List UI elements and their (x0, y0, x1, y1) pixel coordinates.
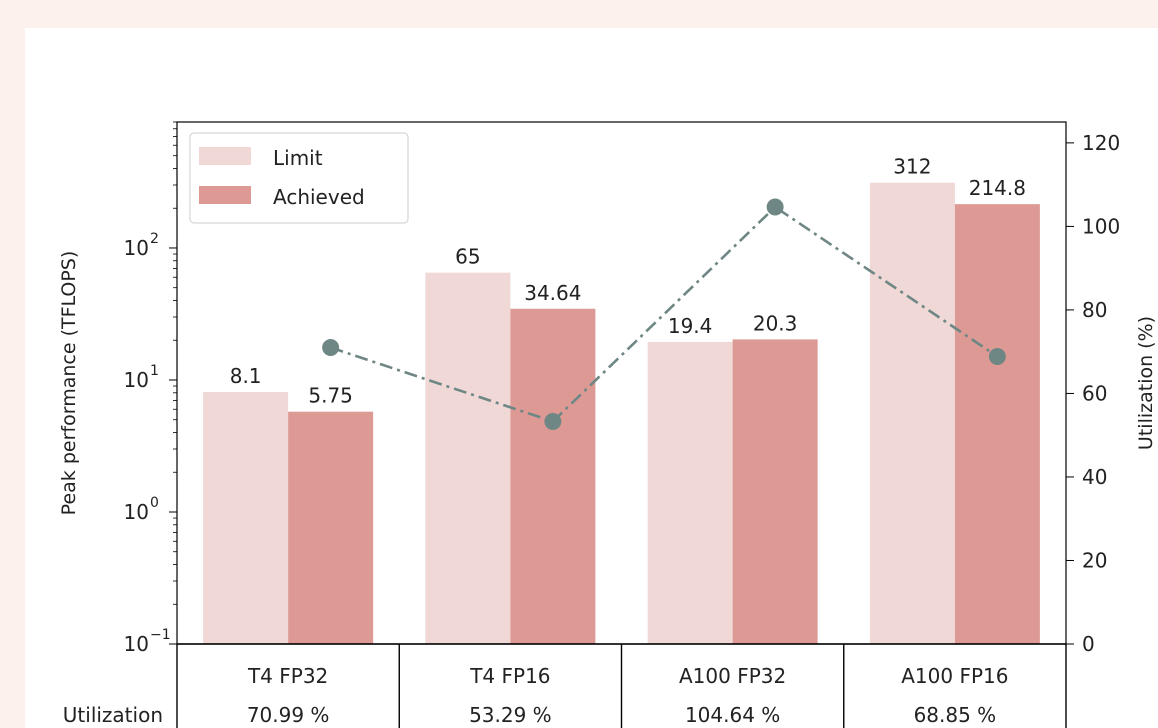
bar-limit-1 (425, 272, 511, 644)
legend-swatch-achieved (199, 186, 251, 204)
table-row-label: Utilization (63, 703, 163, 727)
y-axis-label: Peak performance (TFLOPS) (58, 251, 80, 516)
y2-axis: 0 20 40 60 80 100 120 (1066, 131, 1120, 656)
utilization-line-layer (322, 198, 1006, 430)
bar-label-achieved-2: 20.3 (753, 311, 798, 335)
table-header-2: A100 FP32 (679, 664, 786, 688)
bar-label-achieved-3: 214.8 (969, 176, 1026, 200)
legend-swatch-limit (199, 147, 251, 165)
bar-label-limit-2: 19.4 (668, 314, 713, 338)
bar-label-limit-1: 65 (455, 245, 480, 269)
bar-achieved-2 (732, 339, 818, 644)
y2-tick-label-5: 100 (1082, 214, 1120, 238)
bar-limit-3 (869, 182, 955, 644)
y-tick-exponent-2: 1 (150, 363, 159, 379)
table-header-3: A100 FP16 (901, 664, 1008, 688)
bar-label-limit-3: 312 (893, 155, 931, 179)
y-tick-exponent-1: 0 (150, 495, 159, 511)
table-cell-0: 70.99 % (247, 703, 330, 727)
utilization-point-3 (988, 347, 1006, 365)
utilization-point-0 (322, 339, 340, 357)
legend-label-achieved: Achieved (273, 185, 365, 209)
y2-tick-label-1: 20 (1082, 548, 1107, 572)
y-tick-label-0: 10 (124, 632, 149, 656)
y2-tick-label-0: 0 (1082, 632, 1095, 656)
y-tick-exponent-0: −1 (150, 627, 171, 643)
utilization-table: T4 FP32 70.99 % T4 FP16 53.29 % A100 FP32 104… (63, 643, 1067, 728)
y2-tick-label-6: 120 (1082, 131, 1120, 155)
bars-layer (203, 182, 1040, 645)
y2-axis-label: Utilization (%) (1135, 316, 1157, 450)
y-tick-label-1: 10 (124, 500, 149, 524)
bar-label-limit-0: 8.1 (230, 364, 262, 388)
bar-label-achieved-0: 5.75 (308, 384, 353, 408)
bar-achieved-0 (288, 411, 374, 644)
y2-tick-label-3: 60 (1082, 381, 1107, 405)
y-tick-label-3: 10 (124, 236, 149, 260)
table-header-1: T4 FP16 (469, 664, 550, 688)
bar-achieved-3 (954, 204, 1040, 645)
chart-canvas: 8.1 65 19.4 312 5.75 34.64 20.3 214.8 10 −1 10 0 10… (25, 28, 1158, 728)
legend: Limit Achieved (189, 132, 409, 224)
bar-achieved-1 (510, 308, 596, 644)
bar-limit-0 (203, 392, 289, 644)
legend-label-limit: Limit (273, 146, 323, 170)
bar-labels-layer: 8.1 65 19.4 312 5.75 34.64 20.3 214.8 (230, 155, 1026, 408)
y2-tick-label-2: 40 (1082, 465, 1107, 489)
utilization-point-1 (544, 412, 562, 430)
utilization-point-2 (766, 198, 784, 216)
bar-label-achieved-1: 34.64 (524, 281, 581, 305)
y-tick-label-2: 10 (124, 368, 149, 392)
utilization-line (330, 205, 999, 423)
table-cell-2: 104.64 % (685, 703, 780, 727)
table-header-0: T4 FP32 (247, 664, 328, 688)
bar-limit-2 (647, 341, 733, 644)
y-tick-exponent-3: 2 (150, 231, 159, 247)
table-cell-1: 53.29 % (469, 703, 552, 727)
y2-tick-label-4: 80 (1082, 298, 1107, 322)
table-cell-3: 68.85 % (914, 703, 997, 727)
